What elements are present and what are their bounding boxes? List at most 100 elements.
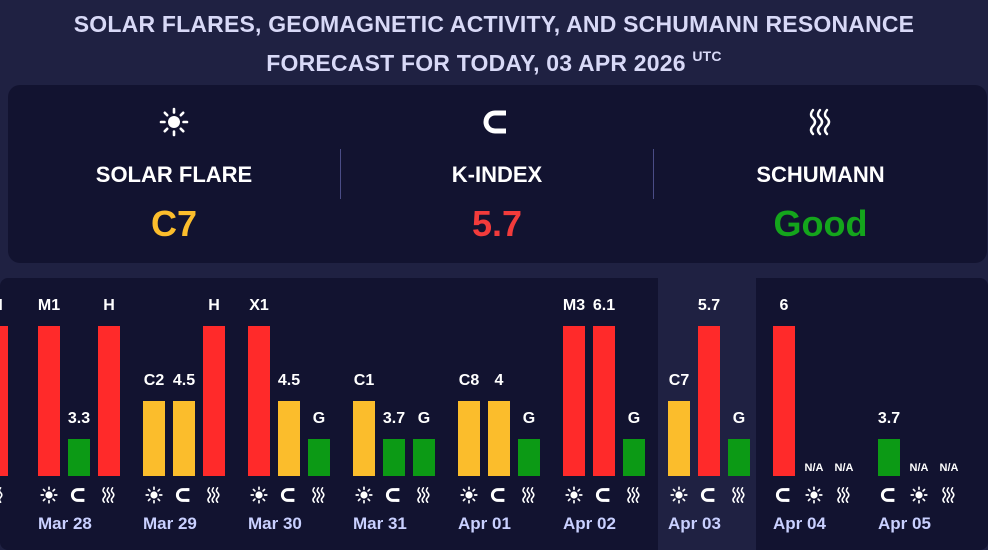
bar-solar — [353, 401, 375, 476]
bar-schumann — [308, 438, 330, 476]
na-label: N/A — [939, 462, 959, 474]
title-line-2: FORECAST FOR TODAY, 03 APR 2026 UTC — [0, 40, 988, 79]
magnet-icon — [593, 484, 615, 506]
solar-flare-stat: SOLAR FLARE C7 — [8, 85, 340, 263]
bar-value-label: 4.5 — [172, 372, 196, 389]
bar-value-label: H — [0, 297, 17, 315]
wave-icon — [98, 484, 120, 506]
bar-schumann — [623, 438, 645, 476]
sun-icon — [8, 105, 340, 139]
day-label: Apr 01 — [458, 514, 511, 533]
bar-solar — [458, 401, 480, 476]
bar-solar — [668, 401, 690, 476]
bar-schumann — [0, 326, 8, 476]
day-label: Mar 30 — [248, 514, 302, 533]
schumann-stat: SCHUMANN Good — [654, 85, 987, 263]
bar-schumann — [413, 438, 435, 476]
sun-icon — [143, 484, 165, 506]
wave-icon — [938, 484, 960, 506]
bar-value-label: 3.3 — [67, 409, 91, 427]
sun-icon — [908, 484, 930, 506]
bar-kindex — [173, 401, 195, 476]
bar-kindex — [278, 401, 300, 476]
magnet-icon — [173, 484, 195, 506]
magnet-icon — [383, 484, 405, 506]
bar-kindex — [773, 326, 795, 476]
day-label: Mar 31 — [353, 514, 407, 533]
divider — [340, 149, 341, 199]
k-index-value: 5.7 — [471, 203, 523, 244]
na-label: N/A — [909, 462, 929, 474]
wave-icon — [833, 484, 855, 506]
bar-value-label: C2 — [143, 372, 165, 389]
wave-icon — [654, 105, 987, 139]
title-date: FORECAST FOR TODAY, 03 APR 2026 — [266, 50, 686, 76]
na-label: N/A — [834, 462, 854, 474]
bar-value-label: G — [732, 409, 746, 427]
bar-solar — [143, 401, 165, 476]
magnet-icon — [698, 484, 720, 506]
sun-icon — [563, 484, 585, 506]
magnet-icon — [878, 484, 900, 506]
bar-value-label: 4 — [494, 372, 504, 389]
day-label: Mar 28 — [38, 514, 92, 533]
bar-value-label: X1 — [249, 297, 269, 314]
bar-schumann — [518, 438, 540, 476]
bar-kindex — [383, 438, 405, 476]
bar-value-label: 6.1 — [592, 297, 616, 314]
k-index-stat: K-INDEX 5.7 — [341, 85, 653, 263]
bar-value-label: 3.7 — [877, 409, 901, 427]
magnet-icon — [68, 484, 90, 506]
bar-value-label: H — [103, 297, 115, 314]
wave-icon — [0, 484, 8, 506]
wave-icon — [518, 484, 540, 506]
day-label: Apr 05 — [878, 514, 931, 533]
bar-value-label: 5.7 — [697, 297, 721, 314]
bar-value-label: C1 — [353, 372, 375, 389]
solar-flare-value: C7 — [150, 203, 198, 244]
bar-value-label: C8 — [458, 372, 480, 389]
bar-kindex — [698, 326, 720, 476]
bar-value-label: 6 — [779, 297, 789, 314]
title-line-1: SOLAR FLARES, GEOMAGNETIC ACTIVITY, AND … — [73, 11, 915, 37]
bar-value-label: G — [312, 409, 326, 427]
bar-schumann — [98, 326, 120, 476]
sun-icon — [353, 484, 375, 506]
schumann-value: Good — [773, 203, 868, 244]
na-label: N/A — [804, 462, 824, 474]
summary-panel: SOLAR FLARE C7 K-INDEX 5.7 SCHUMANN — [8, 85, 987, 263]
bar-kindex — [488, 401, 510, 476]
bar-value-label: 4.5 — [277, 372, 301, 389]
bar-value-label: 3.7 — [382, 409, 406, 427]
sun-icon — [458, 484, 480, 506]
bar-solar — [563, 326, 585, 476]
day-label: Apr 04 — [773, 514, 826, 533]
day-label: Apr 02 — [563, 514, 616, 533]
solar-flare-label: SOLAR FLARE — [95, 162, 253, 187]
day-label: Apr 03 — [668, 514, 721, 533]
sun-icon — [38, 484, 60, 506]
bar-value-label: H — [208, 297, 220, 314]
bar-solar — [38, 326, 60, 476]
forecast-chart: H M1 3.3 H Mar 28 C2 4.5 H Mar 29 X1 4.5 G Mar 30 C1 3… — [0, 278, 988, 550]
bar-value-label: G — [417, 409, 431, 427]
bar-value-label: G — [627, 409, 641, 427]
bar-value-label: M1 — [37, 297, 61, 314]
bar-kindex — [878, 438, 900, 476]
bar-value-label: C7 — [668, 372, 690, 389]
sun-icon — [803, 484, 825, 506]
divider — [653, 149, 654, 199]
sun-icon — [248, 484, 270, 506]
bar-kindex — [593, 326, 615, 476]
bar-value-label: M3 — [562, 297, 586, 314]
wave-icon — [308, 484, 330, 506]
wave-icon — [728, 484, 750, 506]
bar-solar — [248, 326, 270, 476]
magnet-icon — [278, 484, 300, 506]
timezone-label: UTC — [692, 48, 722, 64]
wave-icon — [413, 484, 435, 506]
wave-icon — [623, 484, 645, 506]
wave-icon — [203, 484, 225, 506]
k-index-label: K-INDEX — [451, 162, 543, 187]
magnet-icon — [488, 484, 510, 506]
